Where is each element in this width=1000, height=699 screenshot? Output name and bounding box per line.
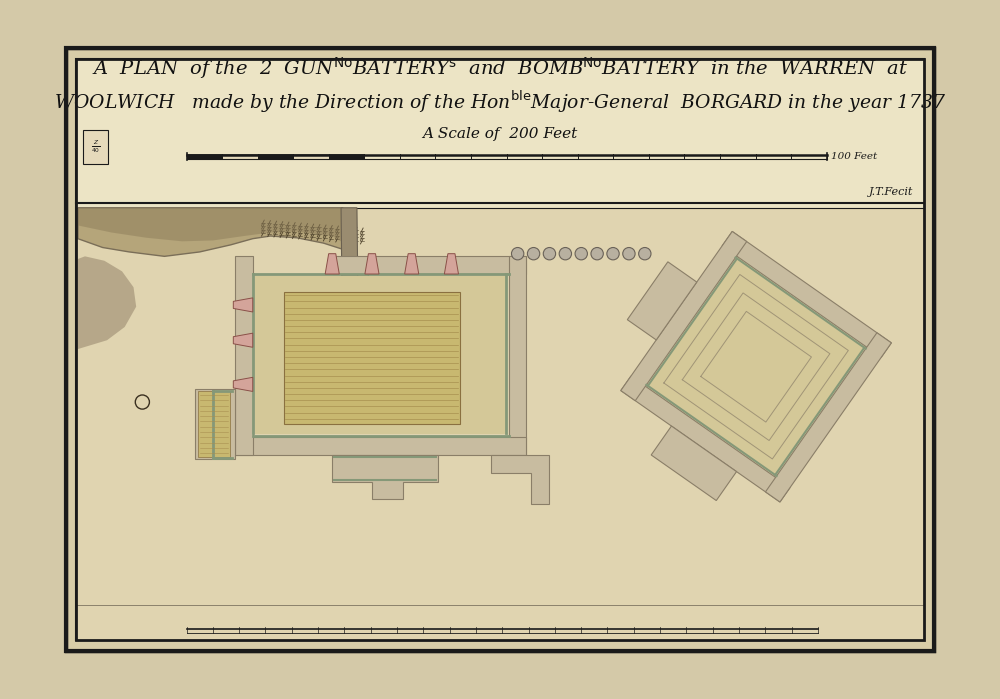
Bar	[293, 154, 329, 159]
Polygon shape	[235, 257, 253, 455]
Polygon shape	[405, 254, 419, 274]
Polygon shape	[627, 262, 697, 340]
Polygon shape	[621, 376, 790, 502]
Bar	[83, 130, 108, 164]
Circle shape	[591, 247, 603, 260]
Polygon shape	[332, 257, 526, 274]
Bar	[187, 154, 222, 159]
Polygon shape	[341, 208, 359, 367]
Bar	[284, 291, 460, 424]
Polygon shape	[78, 208, 343, 241]
Text: A  PLAN  of the  2  GUN$^{\rm No}$BATTERY$^{\rm s}$  and  BOMB$^{\rm No}$BATTERY: A PLAN of the 2 GUN$^{\rm No}$BATTERY$^{…	[92, 55, 908, 81]
Polygon shape	[444, 254, 458, 274]
Polygon shape	[365, 254, 379, 274]
Bar	[222, 154, 258, 159]
Polygon shape	[651, 426, 737, 500]
Polygon shape	[78, 208, 369, 367]
Circle shape	[559, 247, 572, 260]
Polygon shape	[621, 231, 747, 401]
Polygon shape	[722, 231, 891, 357]
Circle shape	[543, 247, 556, 260]
Bar	[255, 276, 507, 434]
Circle shape	[527, 247, 540, 260]
Text: J.T.Fecit: J.T.Fecit	[869, 187, 913, 197]
Polygon shape	[233, 333, 253, 347]
Circle shape	[623, 247, 635, 260]
Circle shape	[575, 247, 587, 260]
Polygon shape	[235, 438, 526, 455]
Bar	[329, 154, 364, 159]
Polygon shape	[491, 455, 549, 503]
Bar	[195, 389, 235, 459]
Polygon shape	[509, 257, 526, 455]
Circle shape	[607, 247, 619, 260]
Bar	[258, 154, 293, 159]
Text: WOOLWICH   made by the Direction of the Hon$^{\rm ble}$Major-General  BORGARD in: WOOLWICH made by the Direction of the Ho…	[54, 89, 946, 115]
Polygon shape	[233, 298, 253, 312]
Text: $\frac{Z}{40}$: $\frac{Z}{40}$	[91, 138, 100, 155]
Bar	[76, 208, 924, 640]
Polygon shape	[645, 256, 867, 477]
Bar	[198, 391, 230, 456]
Text: A Scale of  200 Feet: A Scale of 200 Feet	[422, 127, 578, 140]
Text: 100 Feet: 100 Feet	[831, 152, 877, 161]
Polygon shape	[332, 455, 438, 499]
Polygon shape	[78, 257, 136, 639]
Polygon shape	[233, 377, 253, 391]
Polygon shape	[325, 254, 339, 274]
Polygon shape	[765, 333, 891, 502]
Circle shape	[511, 247, 524, 260]
Bar	[76, 59, 924, 208]
Circle shape	[639, 247, 651, 260]
